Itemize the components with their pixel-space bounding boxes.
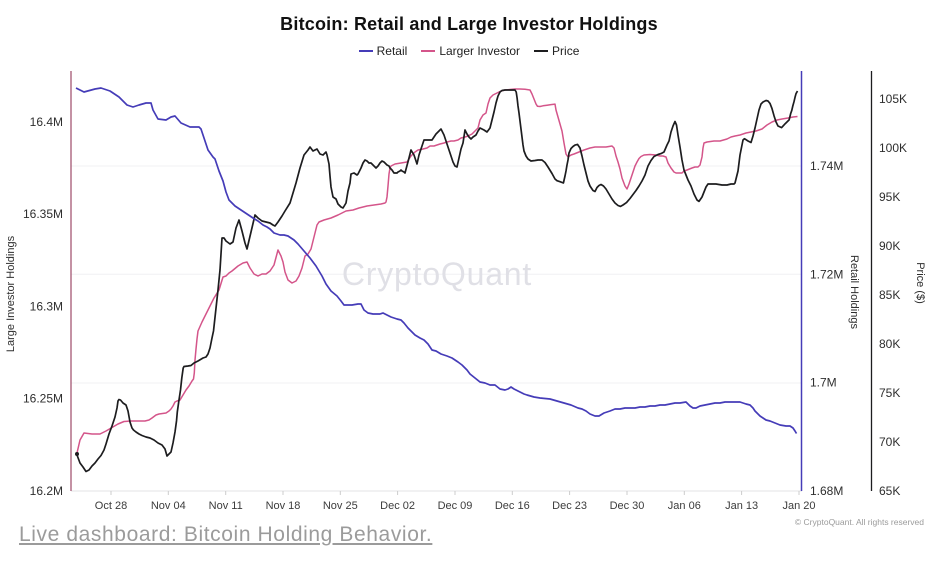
svg-text:80K: 80K [879, 337, 900, 351]
svg-text:Jan 20: Jan 20 [782, 500, 815, 512]
svg-text:95K: 95K [879, 190, 900, 204]
svg-text:90K: 90K [879, 239, 900, 253]
svg-text:Oct 28: Oct 28 [95, 500, 127, 512]
svg-text:Retail Holdings: Retail Holdings [848, 255, 860, 329]
svg-text:1.72M: 1.72M [810, 267, 843, 281]
svg-text:16.4M: 16.4M [30, 115, 63, 129]
svg-text:16.2M: 16.2M [30, 484, 63, 498]
svg-text:Nov 04: Nov 04 [151, 500, 186, 512]
svg-text:CryptoQuant: CryptoQuant [342, 256, 532, 292]
svg-text:Dec 30: Dec 30 [610, 500, 645, 512]
svg-text:Nov 11: Nov 11 [209, 500, 243, 512]
svg-text:85K: 85K [879, 288, 900, 302]
svg-text:Large Investor Holdings: Large Investor Holdings [5, 235, 17, 352]
svg-text:16.35M: 16.35M [23, 207, 63, 221]
svg-text:75K: 75K [879, 386, 900, 400]
svg-text:105K: 105K [879, 92, 907, 106]
svg-text:Jan 13: Jan 13 [725, 500, 758, 512]
svg-text:65K: 65K [879, 484, 900, 498]
svg-text:Dec 02: Dec 02 [380, 500, 415, 512]
svg-text:Dec 09: Dec 09 [438, 500, 473, 512]
svg-text:70K: 70K [879, 435, 900, 449]
svg-text:1.7M: 1.7M [810, 376, 837, 390]
svg-text:16.3M: 16.3M [30, 300, 63, 314]
svg-text:100K: 100K [879, 141, 907, 155]
svg-text:Price ($): Price ($) [914, 262, 926, 304]
svg-text:16.25M: 16.25M [23, 392, 63, 406]
svg-text:Nov 18: Nov 18 [266, 500, 301, 512]
svg-text:1.74M: 1.74M [810, 159, 843, 173]
svg-text:Jan 06: Jan 06 [668, 500, 701, 512]
svg-text:Nov 25: Nov 25 [323, 500, 358, 512]
svg-text:Dec 16: Dec 16 [495, 500, 530, 512]
svg-text:1.68M: 1.68M [810, 484, 843, 498]
svg-text:© CryptoQuant. All rights rese: © CryptoQuant. All rights reserved [795, 517, 924, 527]
svg-text:Dec 23: Dec 23 [552, 500, 587, 512]
